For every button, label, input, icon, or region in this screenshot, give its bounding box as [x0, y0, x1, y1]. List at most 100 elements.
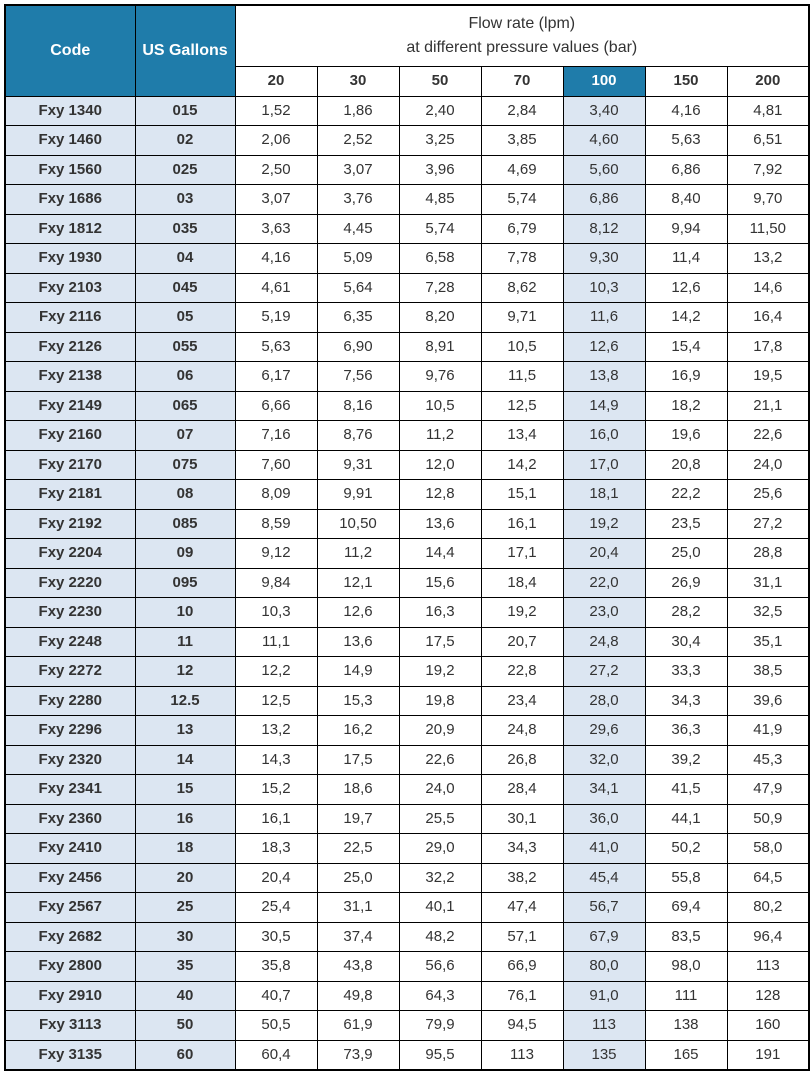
value-cell: 7,28: [399, 273, 481, 303]
table-row: Fxy 18120353,634,455,746,798,129,9411,50: [5, 214, 809, 244]
value-cell: 61,9: [317, 1011, 399, 1041]
value-cell: 80,0: [563, 952, 645, 982]
table-row: Fxy 22961313,216,220,924,829,636,341,9: [5, 716, 809, 746]
value-cell: 40,7: [235, 981, 317, 1011]
value-cell: 13,6: [399, 509, 481, 539]
value-cell: 13,2: [235, 716, 317, 746]
value-cell: 19,8: [399, 686, 481, 716]
value-cell: 73,9: [317, 1040, 399, 1070]
value-cell: 20,9: [399, 716, 481, 746]
value-cell: 39,6: [727, 686, 809, 716]
value-cell: 24,0: [727, 450, 809, 480]
value-cell: 16,2: [317, 716, 399, 746]
value-cell: 191: [727, 1040, 809, 1070]
value-cell: 3,07: [317, 155, 399, 185]
value-cell: 80,2: [727, 893, 809, 923]
value-cell: 10,3: [563, 273, 645, 303]
value-cell: 47,9: [727, 775, 809, 805]
code-cell: Fxy 1460: [5, 126, 135, 156]
gallons-cell: 12.5: [135, 686, 235, 716]
value-cell: 7,92: [727, 155, 809, 185]
value-cell: 9,91: [317, 480, 399, 510]
value-cell: 12,1: [317, 568, 399, 598]
value-cell: 165: [645, 1040, 727, 1070]
table-row: Fxy 1460022,062,523,253,854,605,636,51: [5, 126, 809, 156]
code-cell: Fxy 2138: [5, 362, 135, 392]
value-cell: 98,0: [645, 952, 727, 982]
value-cell: 4,60: [563, 126, 645, 156]
value-cell: 29,6: [563, 716, 645, 746]
value-cell: 30,1: [481, 804, 563, 834]
table-row: Fxy 28003535,843,856,666,980,098,0113: [5, 952, 809, 982]
value-cell: 18,1: [563, 480, 645, 510]
value-cell: 7,78: [481, 244, 563, 274]
value-cell: 18,6: [317, 775, 399, 805]
table-row: Fxy 15600252,503,073,964,695,606,867,92: [5, 155, 809, 185]
gallons-cell: 11: [135, 627, 235, 657]
value-cell: 23,0: [563, 598, 645, 628]
code-cell: Fxy 2280: [5, 686, 135, 716]
value-cell: 16,9: [645, 362, 727, 392]
value-cell: 9,71: [481, 303, 563, 333]
gallons-header: US Gallons: [135, 5, 235, 96]
value-cell: 55,8: [645, 863, 727, 893]
flow-rate-table: Code US Gallons Flow rate (lpm) at diffe…: [4, 4, 810, 1071]
value-cell: 4,16: [235, 244, 317, 274]
gallons-cell: 14: [135, 745, 235, 775]
value-cell: 113: [481, 1040, 563, 1070]
code-cell: Fxy 2360: [5, 804, 135, 834]
code-cell: Fxy 1560: [5, 155, 135, 185]
table-row: Fxy 21920858,5910,5013,616,119,223,527,2: [5, 509, 809, 539]
pressure-header-70: 70: [481, 67, 563, 97]
code-cell: Fxy 1340: [5, 96, 135, 126]
value-cell: 15,6: [399, 568, 481, 598]
value-cell: 12,6: [645, 273, 727, 303]
value-cell: 26,9: [645, 568, 727, 598]
value-cell: 8,20: [399, 303, 481, 333]
value-cell: 3,07: [235, 185, 317, 215]
value-cell: 11,5: [481, 362, 563, 392]
value-cell: 56,6: [399, 952, 481, 982]
value-cell: 14,2: [645, 303, 727, 333]
value-cell: 2,40: [399, 96, 481, 126]
flowrate-title-line2: at different pressure values (bar): [406, 39, 637, 56]
value-cell: 11,2: [399, 421, 481, 451]
value-cell: 30,4: [645, 627, 727, 657]
value-cell: 16,0: [563, 421, 645, 451]
code-header: Code: [5, 5, 135, 96]
value-cell: 29,0: [399, 834, 481, 864]
gallons-cell: 40: [135, 981, 235, 1011]
table-row: Fxy 2204099,1211,214,417,120,425,028,8: [5, 539, 809, 569]
value-cell: 7,60: [235, 450, 317, 480]
value-cell: 25,0: [317, 863, 399, 893]
value-cell: 12,5: [235, 686, 317, 716]
value-cell: 60,4: [235, 1040, 317, 1070]
value-cell: 5,19: [235, 303, 317, 333]
value-cell: 31,1: [727, 568, 809, 598]
value-cell: 6,35: [317, 303, 399, 333]
value-cell: 20,4: [563, 539, 645, 569]
code-cell: Fxy 2272: [5, 657, 135, 687]
value-cell: 13,4: [481, 421, 563, 451]
gallons-cell: 50: [135, 1011, 235, 1041]
value-cell: 10,5: [481, 332, 563, 362]
table-row: Fxy 13400151,521,862,402,843,404,164,81: [5, 96, 809, 126]
gallons-cell: 30: [135, 922, 235, 952]
gallons-cell: 18: [135, 834, 235, 864]
value-cell: 25,5: [399, 804, 481, 834]
value-cell: 19,5: [727, 362, 809, 392]
code-cell: Fxy 2296: [5, 716, 135, 746]
gallons-header-text: US Gallons: [142, 42, 227, 59]
value-cell: 12,6: [317, 598, 399, 628]
value-cell: 5,74: [481, 185, 563, 215]
gallons-cell: 13: [135, 716, 235, 746]
value-cell: 22,2: [645, 480, 727, 510]
code-cell: Fxy 3135: [5, 1040, 135, 1070]
value-cell: 20,4: [235, 863, 317, 893]
table-row: Fxy 26823030,537,448,257,167,983,596,4: [5, 922, 809, 952]
table-row: Fxy 22721212,214,919,222,827,233,338,5: [5, 657, 809, 687]
code-cell: Fxy 2126: [5, 332, 135, 362]
value-cell: 12,0: [399, 450, 481, 480]
value-cell: 4,81: [727, 96, 809, 126]
value-cell: 24,8: [563, 627, 645, 657]
